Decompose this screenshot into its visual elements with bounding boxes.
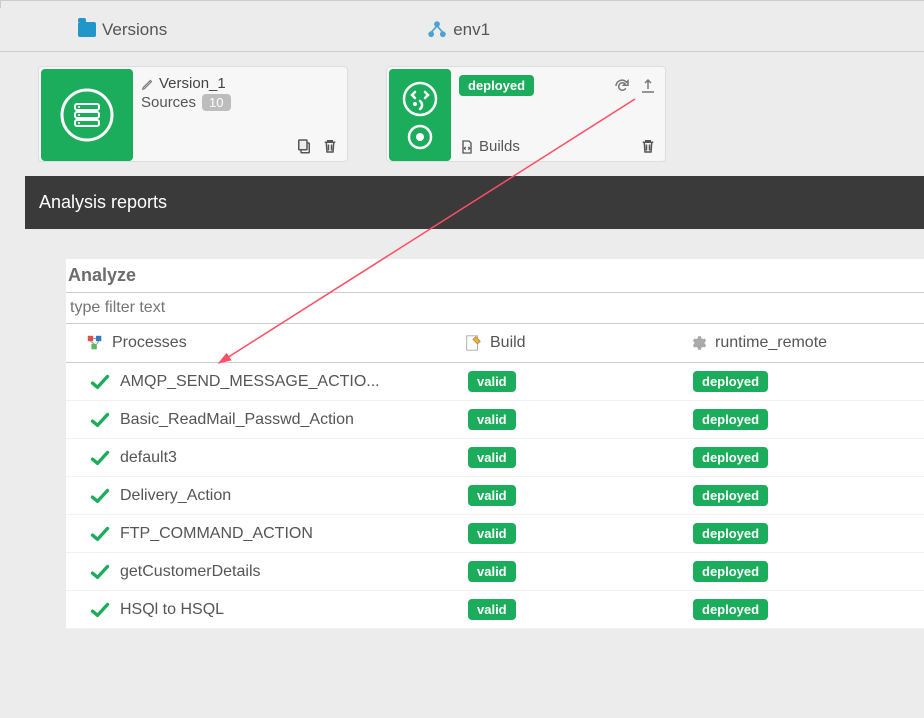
- build-status-badge: valid: [468, 371, 516, 392]
- builds-file-icon: [459, 139, 475, 155]
- check-icon: [90, 412, 110, 428]
- process-name: Delivery_Action: [120, 487, 231, 505]
- tab-env-label: env1: [453, 20, 490, 40]
- table-row[interactable]: HSQl to HSQL valid deployed: [66, 591, 924, 629]
- version-title: Version_1: [159, 75, 226, 92]
- runtime-status-badge: deployed: [693, 561, 768, 582]
- build-status-badge: valid: [468, 447, 516, 468]
- process-name: getCustomerDetails: [120, 563, 261, 581]
- sources-label: Sources: [141, 94, 196, 111]
- tab-env[interactable]: env1: [427, 20, 490, 40]
- env-icon: [427, 20, 447, 40]
- cards-row: Version_1 Sources 10: [0, 52, 924, 176]
- build-icon: [464, 334, 482, 352]
- copy-icon[interactable]: [295, 137, 313, 155]
- process-name: HSQl to HSQL: [120, 601, 224, 619]
- trash-icon[interactable]: [321, 137, 339, 155]
- process-name: Basic_ReadMail_Passwd_Action: [120, 411, 354, 429]
- table-header: Processes Build runtime_remote: [66, 324, 924, 363]
- table-body: AMQP_SEND_MESSAGE_ACTIO... valid deploye…: [66, 363, 924, 629]
- col-build-label: Build: [490, 334, 526, 352]
- edit-icon: [141, 77, 155, 91]
- upload-icon[interactable]: [639, 77, 657, 95]
- build-status-badge: valid: [468, 599, 516, 620]
- build-status-badge: valid: [468, 409, 516, 430]
- version-tile-icon: [41, 69, 133, 161]
- sources-count-badge: 10: [202, 94, 230, 111]
- runtime-status-badge: deployed: [693, 409, 768, 430]
- check-icon: [90, 488, 110, 504]
- tab-versions[interactable]: Versions: [78, 20, 167, 40]
- check-icon: [90, 564, 110, 580]
- runtime-status-badge: deployed: [693, 371, 768, 392]
- folder-icon: [78, 22, 96, 37]
- env-tile-icon: [389, 69, 451, 161]
- table-row[interactable]: getCustomerDetails valid deployed: [66, 553, 924, 591]
- builds-label: Builds: [479, 138, 520, 155]
- check-icon: [90, 526, 110, 542]
- card-version[interactable]: Version_1 Sources 10: [38, 66, 348, 162]
- env-status-badge: deployed: [459, 75, 534, 96]
- runtime-status-badge: deployed: [693, 523, 768, 544]
- check-icon: [90, 602, 110, 618]
- runtime-status-badge: deployed: [693, 485, 768, 506]
- filter-input[interactable]: [66, 293, 924, 324]
- gear-icon: [689, 334, 707, 352]
- check-icon: [90, 450, 110, 466]
- process-name: default3: [120, 449, 177, 467]
- tab-versions-label: Versions: [102, 20, 167, 40]
- process-name: FTP_COMMAND_ACTION: [120, 525, 313, 543]
- analyze-title: Analyze: [66, 259, 924, 293]
- analysis-reports-label: Analysis reports: [39, 192, 167, 212]
- table-row[interactable]: FTP_COMMAND_ACTION valid deployed: [66, 515, 924, 553]
- build-status-badge: valid: [468, 523, 516, 544]
- trash-icon[interactable]: [639, 137, 657, 155]
- card-env[interactable]: deployed Builds: [386, 66, 666, 162]
- processes-icon: [86, 334, 104, 352]
- process-name: AMQP_SEND_MESSAGE_ACTIO...: [120, 373, 380, 391]
- table-row[interactable]: Delivery_Action valid deployed: [66, 477, 924, 515]
- table-row[interactable]: AMQP_SEND_MESSAGE_ACTIO... valid deploye…: [66, 363, 924, 401]
- table-row[interactable]: default3 valid deployed: [66, 439, 924, 477]
- col-runtime-label: runtime_remote: [715, 334, 827, 352]
- col-processes-label: Processes: [112, 334, 187, 352]
- runtime-status-badge: deployed: [693, 447, 768, 468]
- runtime-status-badge: deployed: [693, 599, 768, 620]
- build-status-badge: valid: [468, 485, 516, 506]
- check-icon: [90, 374, 110, 390]
- analysis-reports-bar: Analysis reports: [25, 176, 924, 229]
- tabs-bar: Versions env1: [0, 8, 924, 52]
- refresh-icon[interactable]: [613, 77, 631, 95]
- analyze-panel: Analyze Processes Build runtime_remote: [66, 259, 924, 629]
- build-status-badge: valid: [468, 561, 516, 582]
- table-row[interactable]: Basic_ReadMail_Passwd_Action valid deplo…: [66, 401, 924, 439]
